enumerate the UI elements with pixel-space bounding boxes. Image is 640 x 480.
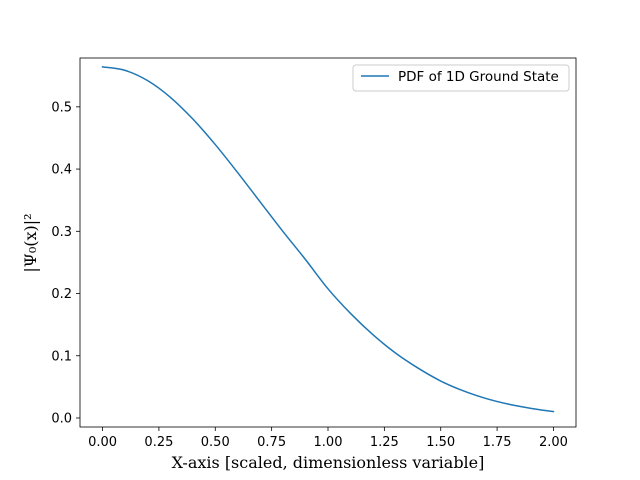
legend-box: [352, 64, 570, 92]
y-axis-label: |Ψ₀(x)|²: [21, 213, 40, 272]
x-axis-label: X-axis [scaled, dimensionless variable]: [172, 453, 485, 472]
x-tick-label: 2.00: [539, 435, 568, 450]
x-tick-label: 1.25: [370, 435, 399, 450]
y-tick-label: 0.5: [51, 100, 72, 115]
x-axis: 0.00 0.25 0.50 0.75 1.00 1.25 1.50 1.75 2.00: [88, 427, 568, 450]
x-tick-label: 0.75: [257, 435, 286, 450]
legend-label: PDF of 1D Ground State: [398, 69, 559, 85]
legend: PDF of 1D Ground State: [352, 64, 570, 92]
x-tick-label: 1.50: [426, 435, 455, 450]
y-tick-label: 0.3: [51, 225, 72, 240]
y-tick-label: 0.4: [51, 163, 72, 178]
x-tick-label: 0.25: [144, 435, 173, 450]
y-axis: 0.0 0.1 0.2 0.3 0.4 0.5: [51, 100, 80, 426]
plot-area: [101, 66, 555, 413]
x-tick-label: 1.00: [314, 435, 343, 450]
x-tick-label: 1.75: [483, 435, 512, 450]
x-tick-label: 0.50: [201, 435, 230, 450]
y-tick-label: 0.2: [51, 287, 72, 302]
series-line: [101, 66, 555, 413]
x-tick-label: 0.00: [88, 435, 117, 450]
y-tick-label: 0.1: [51, 349, 72, 364]
y-tick-label: 0.0: [51, 411, 72, 426]
